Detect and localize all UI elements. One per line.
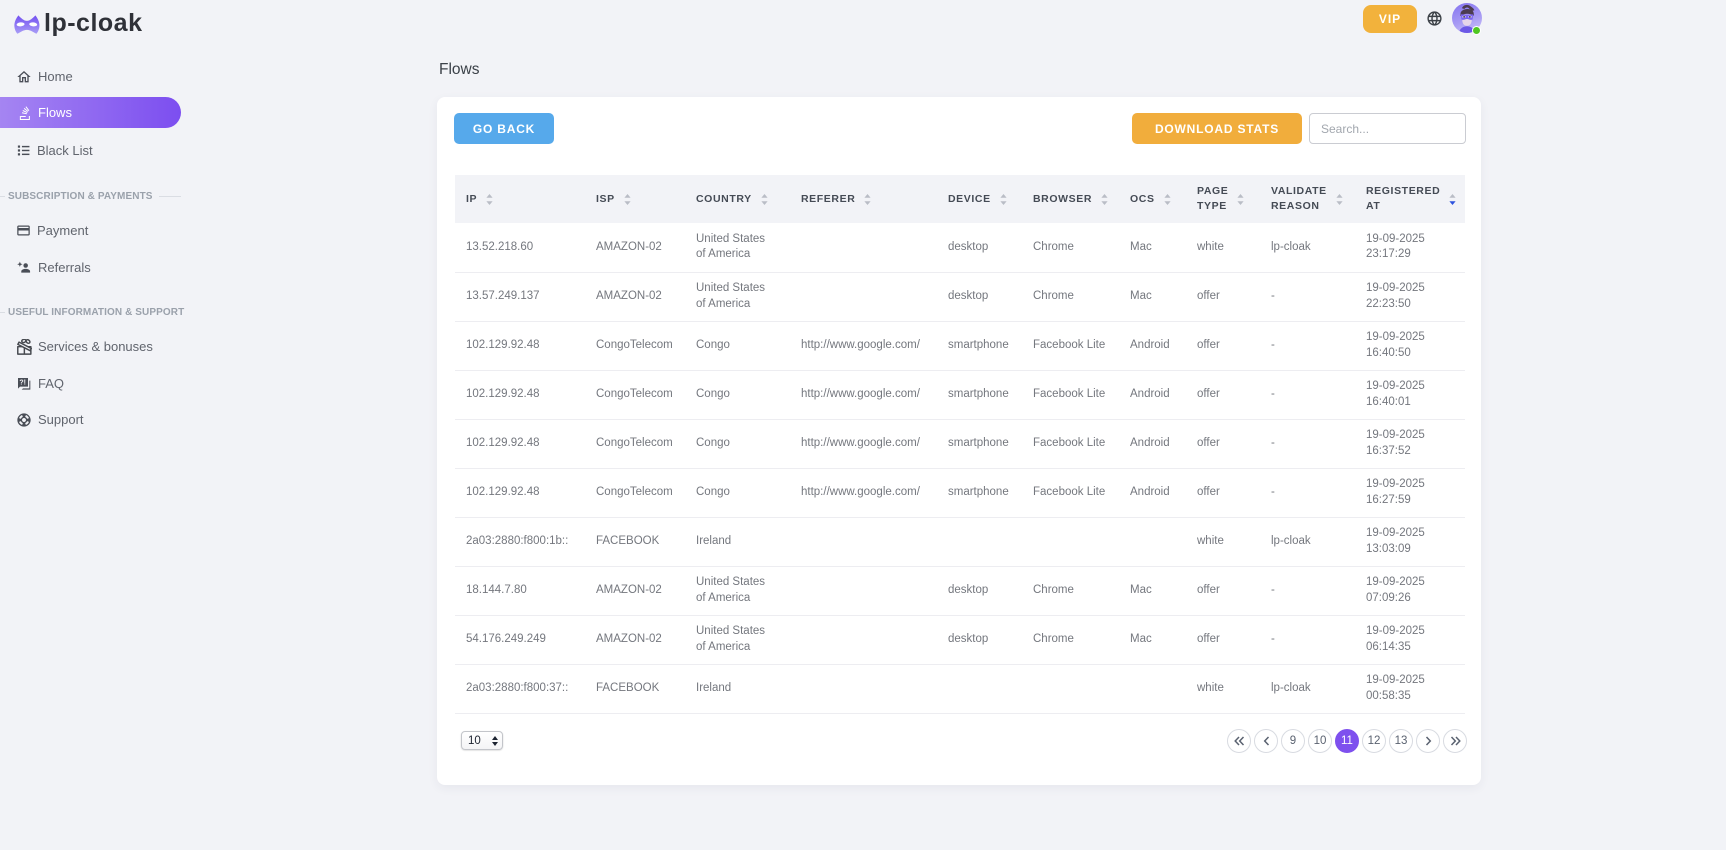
svg-text:?!: ?!: [19, 379, 26, 386]
